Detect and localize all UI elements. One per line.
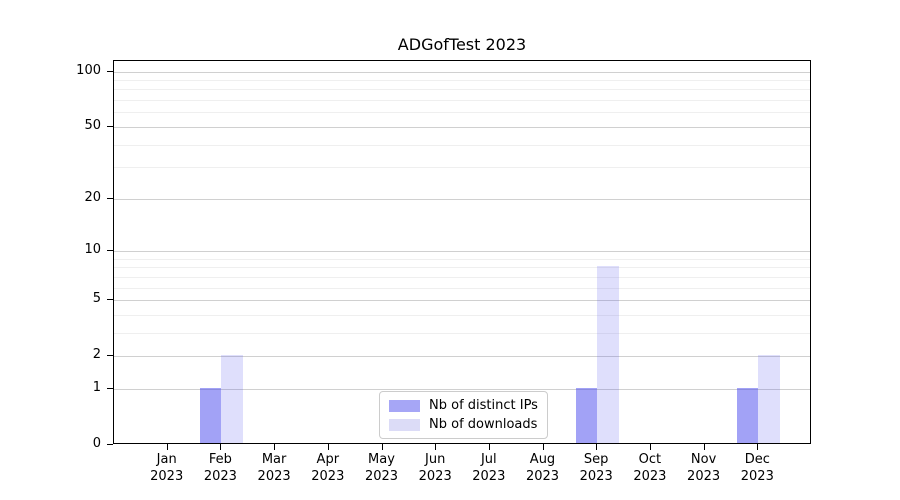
y-gridline-minor: [114, 276, 810, 278]
x-tick-label: Dec 2023: [740, 452, 774, 484]
y-gridline-minor: [114, 267, 810, 269]
y-gridline-major: [114, 250, 810, 252]
x-tick-mark: [649, 444, 651, 450]
y-gridline-minor: [114, 79, 810, 81]
y-tick-mark: [107, 197, 113, 199]
bar-distinct-ips-feb: [199, 387, 222, 443]
x-tick-label: Jun 2023: [418, 452, 452, 484]
y-tick-mark: [107, 444, 113, 445]
y-gridline-minor: [114, 167, 810, 169]
y-tick-mark: [107, 70, 113, 72]
y-gridline-minor: [114, 287, 810, 289]
y-tick-mark: [107, 125, 113, 127]
legend-row-distinct-ips: Nb of distinct IPs: [389, 398, 538, 413]
x-tick-label: Nov 2023: [687, 452, 721, 484]
x-tick-mark: [542, 444, 544, 450]
y-tick-mark: [107, 355, 113, 357]
x-tick-label: Feb 2023: [203, 452, 237, 484]
y-gridline-minor: [114, 314, 810, 316]
y-tick-mark: [107, 249, 113, 251]
x-tick-mark: [435, 444, 437, 450]
y-gridline-minor: [114, 332, 810, 334]
x-tick-mark: [488, 444, 490, 450]
y-tick-label: 2: [92, 347, 101, 363]
y-tick-label: 0: [92, 436, 101, 451]
legend-swatch-distinct-ips: [389, 399, 420, 412]
y-tick-label: 10: [84, 241, 101, 257]
y-gridline-minor: [114, 258, 810, 260]
x-tick-mark: [596, 444, 598, 450]
y-gridline-major: [114, 71, 810, 73]
bar-downloads-feb: [221, 355, 243, 443]
legend-row-downloads: Nb of downloads: [389, 417, 538, 432]
y-gridline-minor: [114, 112, 810, 114]
y-tick-label: 20: [84, 189, 101, 205]
x-tick-label: Mar 2023: [257, 452, 291, 484]
x-tick-mark: [327, 444, 329, 450]
y-gridline-major: [114, 356, 810, 358]
bar-distinct-ips-sep: [575, 387, 598, 443]
y-gridline-major: [114, 198, 810, 200]
x-tick-label: Sep 2023: [579, 452, 613, 484]
x-tick-mark: [703, 444, 705, 450]
legend-label-distinct-ips: Nb of distinct IPs: [429, 398, 538, 413]
y-gridline-major: [114, 300, 810, 301]
x-tick-label: Jan 2023: [150, 452, 184, 484]
x-tick-mark: [274, 444, 276, 450]
bar-downloads-sep: [597, 266, 619, 443]
y-gridline-minor: [114, 100, 810, 101]
x-tick-label: Jul 2023: [472, 452, 506, 484]
y-tick-label: 1: [92, 379, 101, 395]
y-tick-label: 50: [84, 117, 101, 133]
bar-distinct-ips-dec: [736, 387, 759, 443]
y-gridline-major: [114, 126, 810, 128]
y-tick-mark: [107, 299, 113, 300]
y-tick-mark: [107, 387, 113, 389]
legend: Nb of distinct IPs Nb of downloads: [379, 391, 548, 439]
legend-swatch-downloads: [389, 418, 420, 431]
plot-area: Nb of distinct IPs Nb of downloads: [113, 60, 811, 444]
x-tick-mark: [757, 444, 759, 450]
chart-title: ADGofTest 2023: [397, 35, 527, 54]
x-tick-label: Oct 2023: [633, 452, 667, 484]
y-tick-label: 5: [92, 291, 101, 306]
x-tick-label: Apr 2023: [311, 452, 345, 484]
bar-downloads-dec: [758, 355, 780, 443]
x-tick-mark: [381, 444, 383, 450]
y-tick-label: 100: [76, 62, 101, 78]
x-tick-label: Aug 2023: [525, 452, 560, 484]
y-gridline-minor: [114, 144, 810, 146]
x-tick-label: May 2023: [364, 452, 399, 484]
legend-label-downloads: Nb of downloads: [429, 417, 538, 432]
y-gridline-major: [114, 388, 810, 390]
x-tick-mark: [220, 444, 222, 450]
y-gridline-minor: [114, 89, 810, 91]
x-tick-mark: [166, 444, 168, 450]
